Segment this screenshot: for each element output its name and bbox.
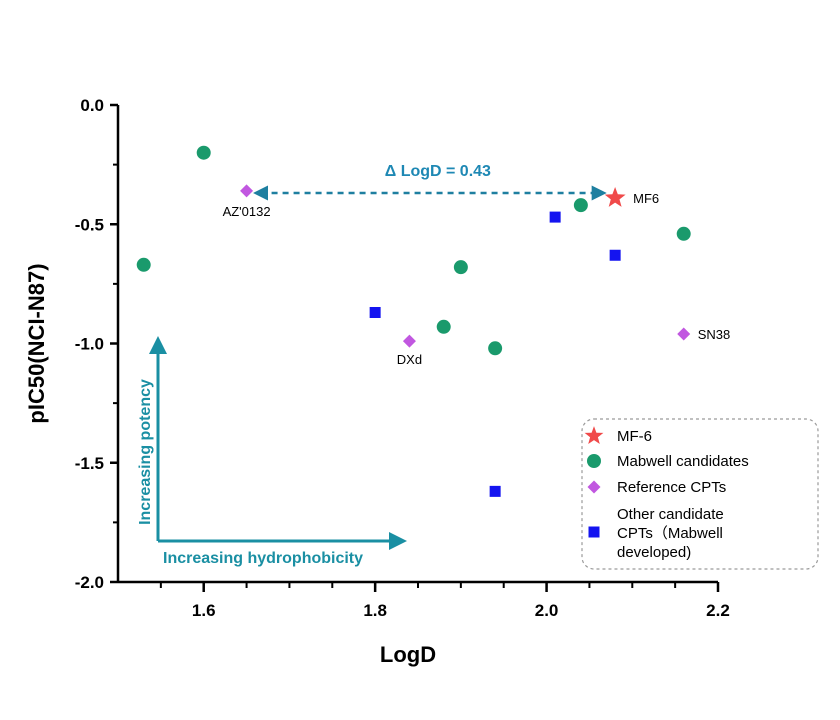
- mf-6-point: [604, 187, 626, 207]
- other-candidate-cpts-mabwell-developed--point: [549, 211, 561, 223]
- legend-marker: [587, 454, 601, 468]
- data-label: MF6: [633, 191, 659, 206]
- other-candidate-cpts-mabwell-developed--point: [609, 249, 621, 261]
- y-tick-label: -1.5: [75, 454, 104, 473]
- annotations: Increasing potency Increasing hydrophobic…: [137, 163, 607, 567]
- x-axis-title: LogD: [380, 642, 436, 667]
- data-points: [136, 145, 691, 497]
- reference-cpts-point: [677, 327, 691, 341]
- x-tick-label: 2.2: [706, 601, 730, 620]
- y-tick-label: -0.5: [75, 215, 104, 234]
- legend-label: Mabwell candidates: [617, 453, 749, 470]
- legend-box: [581, 418, 819, 570]
- hydrophobicity-annotation: Increasing hydrophobicity: [163, 550, 363, 567]
- legend-label: developed): [617, 544, 691, 561]
- mabwell-candidates-point: [453, 260, 468, 275]
- mabwell-candidates-point: [436, 319, 451, 334]
- data-label: SN38: [698, 327, 731, 342]
- mabwell-candidates-point: [573, 198, 588, 213]
- potency-annotation: Increasing potency: [137, 379, 154, 525]
- y-axis-title: pIC50(NCI-N87): [24, 263, 49, 423]
- legend: MF-6 Mabwell candidates Reference CPTs Othe…: [581, 418, 819, 570]
- mabwell-candidates-point: [136, 257, 151, 272]
- legend-marker: [587, 480, 601, 494]
- point-labels: MF6 AZ'0132 DXd SN38: [223, 191, 731, 367]
- x-tick-label: 1.6: [192, 601, 216, 620]
- legend-label: CPTs（Mabwell: [617, 525, 723, 542]
- legend-marker: [584, 426, 604, 444]
- axes: 0.0 -0.5 -1.0 -1.5 -2.0 1.6 1.8 2.0 2.2 LogD pIC50…: [24, 96, 730, 667]
- y-tick-label: -1.0: [75, 335, 104, 354]
- other-candidate-cpts-mabwell-developed--point: [369, 306, 381, 318]
- legend-label: Reference CPTs: [617, 479, 726, 496]
- data-label: AZ'0132: [223, 204, 271, 219]
- y-tick-label: -2.0: [75, 573, 104, 592]
- delta-logd-label: Δ LogD = 0.43: [385, 163, 491, 180]
- other-candidate-cpts-mabwell-developed--point: [489, 485, 501, 497]
- x-tick-label: 2.0: [535, 601, 559, 620]
- data-label: DXd: [397, 352, 422, 367]
- mabwell-candidates-point: [676, 226, 691, 241]
- x-tick-label: 1.8: [363, 601, 387, 620]
- reference-cpts-point: [402, 334, 416, 348]
- legend-marker: [588, 526, 600, 538]
- mabwell-candidates-point: [488, 341, 503, 356]
- y-tick-label: 0.0: [80, 96, 104, 115]
- mabwell-candidates-point: [196, 145, 211, 160]
- legend-label: MF-6: [617, 428, 652, 445]
- legend-label: Other candidate: [617, 506, 724, 523]
- reference-cpts-point: [240, 184, 254, 198]
